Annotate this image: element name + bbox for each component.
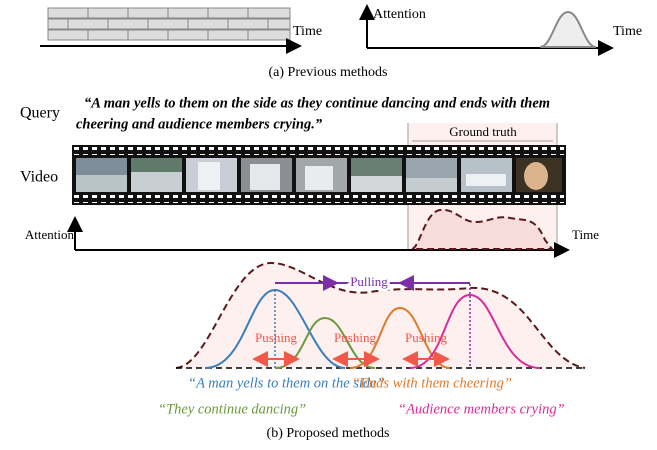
- query-label: Query: [20, 105, 60, 122]
- segment-text: “They continue dancing”: [158, 401, 306, 417]
- pushing-label: Pushing: [255, 330, 297, 345]
- attention-label: Attention: [373, 7, 426, 22]
- video-label: Video: [20, 169, 58, 186]
- time-label: Time: [613, 24, 642, 39]
- film-strip: [72, 145, 566, 205]
- ground-truth-label: Ground truth: [449, 124, 517, 139]
- pushing-label: Pushing: [334, 330, 376, 345]
- attention-peak: [540, 12, 596, 47]
- time-label: Time: [293, 24, 322, 39]
- segment-text: “Audience members crying”: [398, 401, 565, 417]
- figure: Time Attention Time (a) Previous methods…: [0, 0, 657, 450]
- query-text: cheering and audience members crying.”: [76, 116, 323, 132]
- brick-timeline: [48, 8, 290, 40]
- caption: (b) Proposed methods: [267, 426, 390, 441]
- segment-text: “Ends with them cheering”: [352, 375, 512, 391]
- pushing-label: Pushing: [405, 330, 447, 345]
- caption: (a) Previous methods: [269, 65, 388, 80]
- time-label: Time: [572, 227, 599, 242]
- query-text: “A man yells to them on the side as they…: [84, 95, 550, 111]
- attention-label: Attention: [25, 227, 75, 242]
- pulling-label: Pulling: [350, 274, 388, 289]
